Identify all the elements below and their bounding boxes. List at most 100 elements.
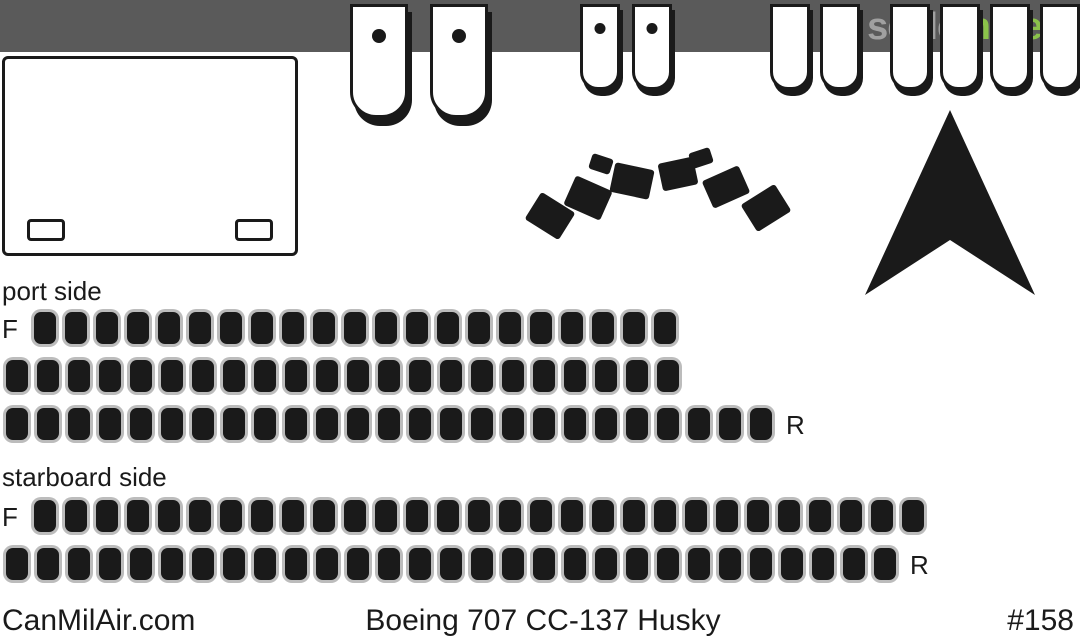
window <box>812 548 834 580</box>
window <box>437 312 459 344</box>
label-starboard-side: starboard side <box>2 462 167 493</box>
window <box>316 360 338 392</box>
window <box>347 548 369 580</box>
window <box>68 408 90 440</box>
window <box>127 312 149 344</box>
footer-model: Boeing 707 CC-137 Husky <box>365 604 720 638</box>
window <box>254 360 276 392</box>
window-row <box>6 360 679 392</box>
window <box>220 500 242 532</box>
window <box>440 548 462 580</box>
window <box>471 408 493 440</box>
window <box>130 360 152 392</box>
window <box>499 312 521 344</box>
window <box>161 548 183 580</box>
window <box>344 312 366 344</box>
window <box>96 312 118 344</box>
window <box>592 312 614 344</box>
window <box>561 500 583 532</box>
window <box>843 548 865 580</box>
window <box>533 548 555 580</box>
window <box>347 408 369 440</box>
window <box>471 360 493 392</box>
window-row <box>34 312 676 344</box>
window <box>530 500 552 532</box>
window <box>316 408 338 440</box>
window <box>189 312 211 344</box>
window <box>99 360 121 392</box>
window <box>127 500 149 532</box>
window <box>688 548 710 580</box>
window <box>750 408 772 440</box>
cluster-block <box>609 162 654 200</box>
marker-front: F <box>2 314 18 345</box>
window <box>37 360 59 392</box>
window <box>747 500 769 532</box>
marker-rear: R <box>786 410 805 441</box>
window <box>6 408 28 440</box>
window <box>192 360 214 392</box>
window <box>719 548 741 580</box>
footer-site: CanMilAir.com <box>2 604 195 638</box>
window <box>437 500 459 532</box>
window <box>313 500 335 532</box>
window <box>99 548 121 580</box>
cluster-block <box>688 147 714 169</box>
window <box>34 312 56 344</box>
window <box>657 548 679 580</box>
window <box>254 548 276 580</box>
window <box>409 408 431 440</box>
window <box>223 360 245 392</box>
window <box>750 548 772 580</box>
window <box>254 408 276 440</box>
window <box>96 500 118 532</box>
window <box>378 408 400 440</box>
window <box>65 312 87 344</box>
window <box>626 408 648 440</box>
window <box>409 548 431 580</box>
window <box>561 312 583 344</box>
window <box>840 500 862 532</box>
cargo-panel <box>2 56 298 256</box>
window <box>65 500 87 532</box>
window <box>378 548 400 580</box>
window <box>344 500 366 532</box>
window-row <box>34 500 924 532</box>
window <box>34 500 56 532</box>
window <box>158 500 180 532</box>
window <box>564 408 586 440</box>
window <box>902 500 924 532</box>
window <box>533 408 555 440</box>
arrowhead-icon <box>860 110 1040 305</box>
window <box>285 360 307 392</box>
window <box>564 548 586 580</box>
window <box>468 500 490 532</box>
window <box>440 360 462 392</box>
window <box>161 360 183 392</box>
window <box>502 548 524 580</box>
window <box>871 500 893 532</box>
window <box>375 312 397 344</box>
window <box>623 312 645 344</box>
window <box>533 360 555 392</box>
window <box>626 548 648 580</box>
window <box>874 548 896 580</box>
window <box>502 408 524 440</box>
window <box>595 360 617 392</box>
window <box>347 360 369 392</box>
window <box>657 408 679 440</box>
window <box>375 500 397 532</box>
window <box>440 408 462 440</box>
window <box>468 312 490 344</box>
window <box>657 360 679 392</box>
window <box>623 500 645 532</box>
window <box>409 360 431 392</box>
window <box>778 500 800 532</box>
window <box>285 548 307 580</box>
label-port-side: port side <box>2 276 102 307</box>
window <box>688 408 710 440</box>
window <box>6 548 28 580</box>
window <box>378 360 400 392</box>
window <box>282 500 304 532</box>
window-row <box>6 408 772 440</box>
